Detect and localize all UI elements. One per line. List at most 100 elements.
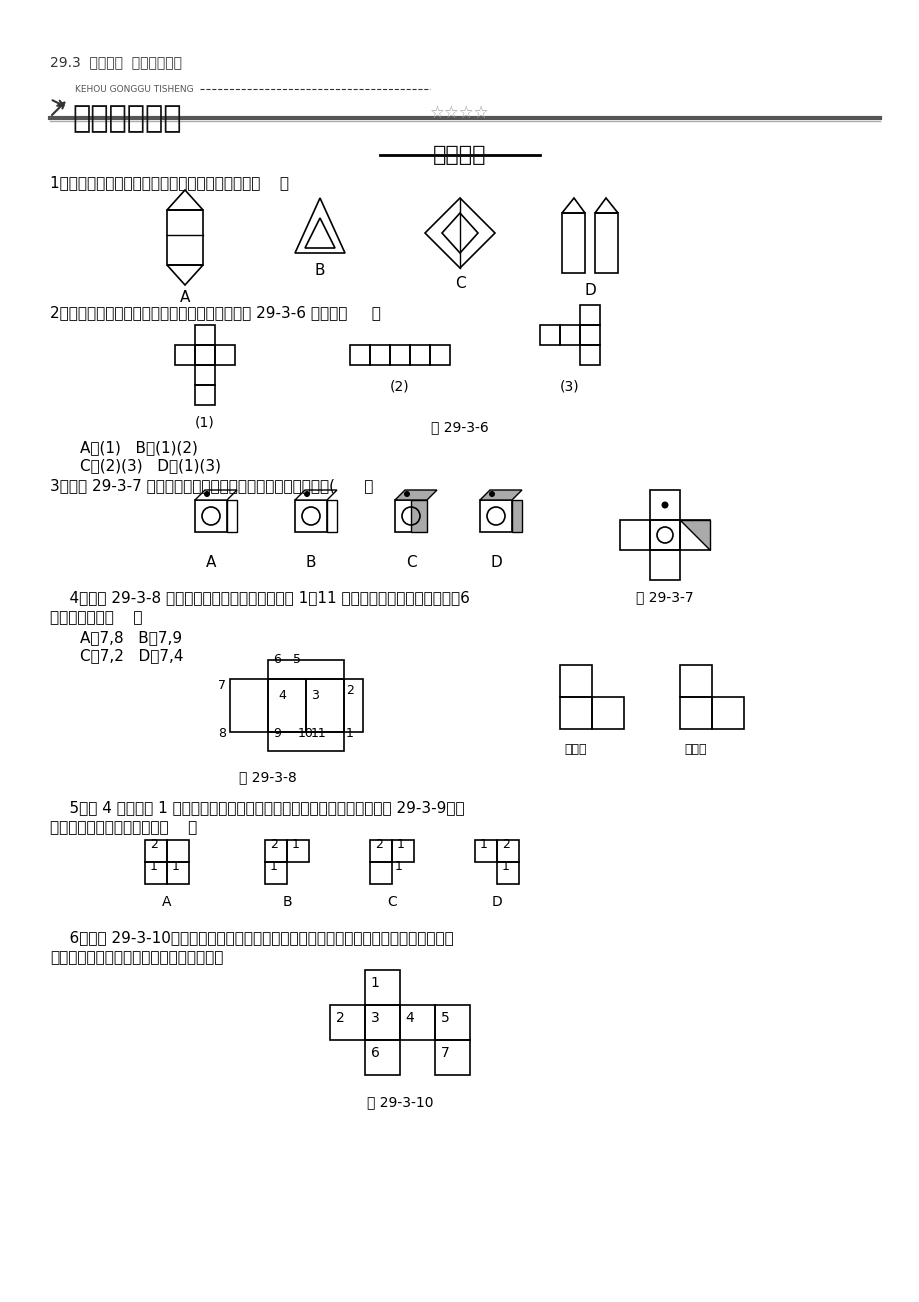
Bar bbox=[230, 680, 267, 732]
Text: 夯实基础: 夯实基础 bbox=[433, 145, 486, 165]
Bar bbox=[410, 345, 429, 365]
Text: 8: 8 bbox=[218, 727, 226, 740]
Circle shape bbox=[661, 501, 668, 509]
Text: 2．一个无盖的正方体盒子的平面展开图可以是图 29-3-6 所示的（     ）: 2．一个无盖的正方体盒子的平面展开图可以是图 29-3-6 所示的（ ） bbox=[50, 305, 380, 320]
Text: A: A bbox=[206, 555, 216, 570]
Text: (2): (2) bbox=[390, 380, 409, 395]
Text: 4．如图 29-3-8 是长方体的展开图，顶点处标有 1～11 的自然数，折叠成长方体时，6: 4．如图 29-3-8 是长方体的展开图，顶点处标有 1～11 的自然数，折叠成… bbox=[50, 590, 470, 605]
Bar bbox=[167, 840, 188, 862]
Text: 7: 7 bbox=[440, 1046, 448, 1060]
Bar bbox=[167, 210, 203, 266]
Text: 5: 5 bbox=[440, 1010, 448, 1025]
Bar bbox=[474, 840, 496, 862]
Bar bbox=[496, 840, 518, 862]
Text: 29.3  课题学习  制作立体模型: 29.3 课题学习 制作立体模型 bbox=[50, 55, 182, 69]
Text: 1: 1 bbox=[269, 861, 278, 874]
Text: C: C bbox=[454, 276, 465, 292]
Text: 图 29-3-10: 图 29-3-10 bbox=[367, 1095, 433, 1109]
Bar bbox=[145, 862, 167, 884]
Bar bbox=[435, 1040, 470, 1075]
Bar bbox=[175, 345, 195, 365]
Text: 2: 2 bbox=[335, 1010, 344, 1025]
Bar bbox=[679, 665, 711, 697]
Text: 课后巩固提升: 课后巩固提升 bbox=[72, 104, 181, 133]
Bar bbox=[195, 326, 215, 345]
Text: 2: 2 bbox=[346, 684, 354, 697]
Circle shape bbox=[403, 491, 410, 497]
Text: 6．如图 29-3-10，将七个正方形中的一个去掉，就能成为一个正方体的展开图，则去掉: 6．如图 29-3-10，将七个正方形中的一个去掉，就能成为一个正方体的展开图，… bbox=[50, 930, 453, 945]
Text: 11: 11 bbox=[311, 727, 326, 740]
Text: D: D bbox=[490, 555, 502, 570]
Bar bbox=[711, 697, 743, 729]
Text: 1: 1 bbox=[502, 861, 509, 874]
Text: 5．用 4 个棱长为 1 的正方体搭成一个几何体模型，其主视图与左视图如图 29-3-9，则: 5．用 4 个棱长为 1 的正方体搭成一个几何体模型，其主视图与左视图如图 29… bbox=[50, 799, 464, 815]
Text: KEHOU GONGGU TISHENG: KEHOU GONGGU TISHENG bbox=[75, 85, 193, 94]
Text: 1: 1 bbox=[397, 838, 404, 852]
Bar bbox=[512, 500, 521, 533]
Text: 图 29-3-6: 图 29-3-6 bbox=[431, 421, 488, 434]
Bar bbox=[195, 345, 215, 365]
Bar bbox=[306, 680, 344, 732]
Bar bbox=[679, 519, 709, 549]
Text: 1: 1 bbox=[480, 838, 487, 852]
Text: 3．将图 29-3-7 中的图形折叠起来围成一个正方体，可以得到(      ）: 3．将图 29-3-7 中的图形折叠起来围成一个正方体，可以得到( ） bbox=[50, 478, 373, 493]
Text: 1: 1 bbox=[172, 861, 180, 874]
Text: 3: 3 bbox=[311, 689, 319, 702]
Text: D: D bbox=[491, 894, 502, 909]
Bar bbox=[539, 326, 560, 345]
Text: A: A bbox=[162, 894, 172, 909]
Text: 1: 1 bbox=[150, 861, 158, 874]
Text: 图 29-3-7: 图 29-3-7 bbox=[636, 590, 693, 604]
Text: 1: 1 bbox=[394, 861, 403, 874]
Bar bbox=[369, 862, 391, 884]
Text: 的小正方体的序号是＿＿＿＿或＿＿＿＿．: 的小正方体的序号是＿＿＿＿或＿＿＿＿． bbox=[50, 950, 223, 965]
Text: C．7,2   D．7,4: C．7,2 D．7,4 bbox=[80, 648, 183, 663]
Bar bbox=[560, 326, 579, 345]
Polygon shape bbox=[679, 519, 709, 549]
Bar bbox=[287, 840, 309, 862]
Bar bbox=[619, 519, 650, 549]
Text: 6: 6 bbox=[370, 1046, 379, 1060]
Bar bbox=[560, 665, 591, 697]
Text: (1): (1) bbox=[195, 415, 215, 428]
Polygon shape bbox=[295, 490, 336, 500]
Text: 1: 1 bbox=[370, 976, 379, 990]
Bar bbox=[369, 840, 391, 862]
Text: 9: 9 bbox=[273, 727, 280, 740]
Bar bbox=[265, 862, 287, 884]
Text: A: A bbox=[179, 290, 190, 305]
Bar bbox=[344, 680, 363, 732]
Bar bbox=[429, 345, 449, 365]
Bar bbox=[579, 326, 599, 345]
Bar bbox=[391, 840, 414, 862]
Bar bbox=[579, 305, 599, 326]
Bar bbox=[394, 500, 426, 533]
Bar bbox=[435, 1005, 470, 1040]
Text: 1: 1 bbox=[291, 838, 300, 852]
Text: 1．下面四个图形中，是三棱柱的平面展开图的是（    ）: 1．下面四个图形中，是三棱柱的平面展开图的是（ ） bbox=[50, 174, 289, 190]
Text: B: B bbox=[314, 263, 325, 279]
Bar bbox=[411, 500, 426, 533]
Text: ☆☆☆☆: ☆☆☆☆ bbox=[429, 104, 489, 122]
Text: 5: 5 bbox=[292, 654, 301, 667]
Bar bbox=[365, 1040, 400, 1075]
Bar bbox=[650, 519, 679, 549]
Bar bbox=[326, 500, 336, 533]
Text: (3): (3) bbox=[560, 380, 579, 395]
Text: 3: 3 bbox=[370, 1010, 379, 1025]
Circle shape bbox=[489, 491, 494, 497]
Text: 2: 2 bbox=[269, 838, 278, 852]
Text: 图 29-3-8: 图 29-3-8 bbox=[239, 769, 297, 784]
Bar bbox=[595, 214, 618, 273]
Text: B: B bbox=[282, 894, 291, 909]
Text: C．(2)(3)   D．(1)(3): C．(2)(3) D．(1)(3) bbox=[80, 458, 221, 473]
Bar bbox=[267, 660, 344, 680]
Text: 2: 2 bbox=[502, 838, 509, 852]
Text: A．7,8   B．7,9: A．7,8 B．7,9 bbox=[80, 630, 182, 644]
Bar bbox=[215, 345, 234, 365]
Text: 4: 4 bbox=[405, 1010, 414, 1025]
Bar bbox=[365, 1005, 400, 1040]
Bar bbox=[390, 345, 410, 365]
Bar bbox=[650, 549, 679, 579]
Text: 主视图: 主视图 bbox=[564, 743, 586, 756]
